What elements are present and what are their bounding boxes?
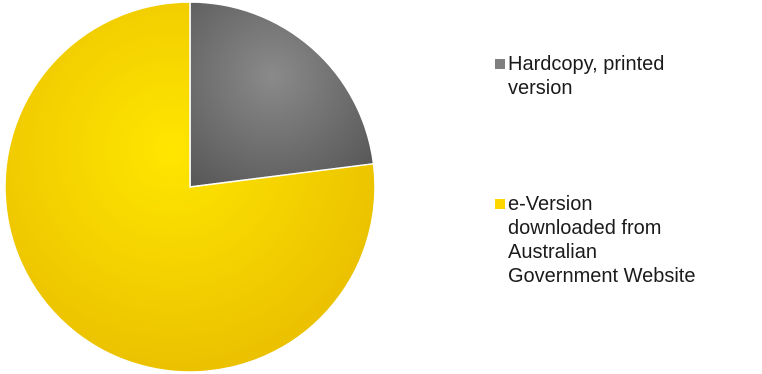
- legend-label-eversion-line-2: downloaded from: [508, 217, 662, 239]
- legend-label-eversion-line-3: Australian: [508, 241, 597, 263]
- legend-label-hardcopy-line-2: version: [508, 77, 573, 99]
- legend-swatch-eversion: [495, 199, 505, 209]
- pie-slice-hardcopy: [189, 1, 375, 188]
- pie-slice-eversion: [4, 1, 376, 373]
- legend-label-hardcopy-line-1: Hardcopy, printed: [508, 53, 665, 75]
- legend-label-eversion-line-1: e-Version: [508, 193, 593, 215]
- legend: Hardcopy, printed version e-Version down…: [495, 52, 757, 288]
- legend-item-eversion: e-Version downloaded from Australian Gov…: [495, 192, 757, 288]
- legend-label-eversion-line-4: Government Website: [508, 265, 696, 287]
- legend-swatch-hardcopy: [495, 59, 505, 69]
- legend-item-hardcopy: Hardcopy, printed version: [495, 52, 757, 100]
- pie-plot: [4, 1, 376, 373]
- pie-slices: [4, 1, 376, 373]
